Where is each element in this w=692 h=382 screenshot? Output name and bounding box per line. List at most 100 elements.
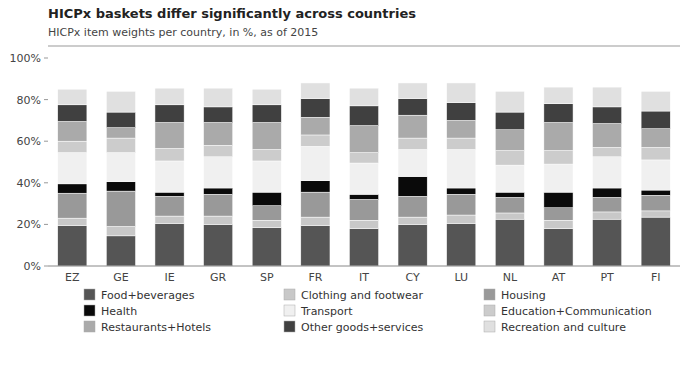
bar [447,120,476,138]
series [58,191,671,226]
bar [301,99,330,118]
bar [301,217,330,225]
bar [398,99,427,116]
bar [204,122,233,145]
bar [447,188,476,194]
legend-swatch [84,289,95,300]
bar [155,122,184,148]
bar [106,91,135,112]
bar [495,112,524,130]
bar [204,216,233,224]
bar [544,122,573,150]
x-tick-label: CY [406,271,420,284]
legend-swatch [484,305,495,316]
legend-swatch [84,305,95,316]
bar [641,147,670,159]
x-tick-label: FR [308,271,322,284]
y-tick [44,141,48,142]
x-axis-line [48,266,680,267]
bar [495,130,524,151]
x-tick-label: NL [503,271,518,284]
series [58,83,671,112]
legend-label: Recreation and culture [501,321,626,334]
bar [349,229,378,266]
bar [544,229,573,266]
bar [447,150,476,188]
bar [398,177,427,197]
bar [155,105,184,123]
bar [592,219,621,266]
bar [252,228,281,266]
bar [204,188,233,194]
bar [349,88,378,106]
legend-swatch [284,321,295,332]
bar [447,194,476,215]
bar [58,121,87,141]
bar [58,225,87,266]
bar [349,126,378,153]
y-axis: 0%20%40%60%80%100% [10,52,48,273]
bar [641,160,670,190]
legend-label: Housing [501,289,546,302]
legend-swatch [284,305,295,316]
series [58,146,671,194]
bar [204,145,233,156]
subtitle: HICPx item weights per country, in %, as… [48,26,318,39]
bar [592,212,621,219]
bar [398,196,427,217]
y-tick-label: 40% [17,177,41,190]
y-tick [44,58,48,59]
bar [301,117,330,135]
bar [106,236,135,266]
x-tick-label: IT [359,271,369,284]
bar [544,87,573,104]
bar [301,192,330,217]
bar [398,115,427,138]
legend-label: Clothing and footwear [301,289,424,302]
bar [155,161,184,192]
bar [58,193,87,218]
legend-label: Health [101,305,137,318]
bar [592,87,621,107]
bar [544,151,573,165]
x-axis: EZGEIEGRSPFRITCYLUNLATPTFI [48,266,680,284]
bar [301,225,330,266]
bar [301,135,330,146]
bar [641,129,670,148]
bar [592,157,621,188]
bar [106,153,135,182]
bar [592,124,621,148]
bar [495,197,524,213]
y-tick [44,182,48,183]
bar [544,208,573,220]
bar [58,141,87,152]
bar [349,153,378,163]
bar [301,83,330,99]
bar [204,88,233,107]
bar [495,91,524,112]
bar [592,147,621,156]
x-tick-label: IE [164,271,174,284]
x-tick-label: LU [454,271,468,284]
legend-label: Restaurants+Hotels [101,321,211,334]
bar [447,223,476,266]
bar [349,199,378,220]
bar [155,216,184,223]
bar [106,191,135,226]
bar [447,83,476,103]
bar [252,161,281,192]
bar [495,165,524,192]
bar [641,211,670,217]
title-separator [48,46,680,47]
legend-swatch [84,321,95,332]
legend: Food+beveragesClothing and footwearHousi… [84,289,652,334]
bar [398,150,427,177]
bar [301,146,330,180]
bar [106,182,135,191]
legend-label: Transport [300,305,353,318]
legend-swatch [484,289,495,300]
bar [495,213,524,219]
bar [106,112,135,128]
x-tick-label: PT [600,271,614,284]
bar [544,220,573,228]
